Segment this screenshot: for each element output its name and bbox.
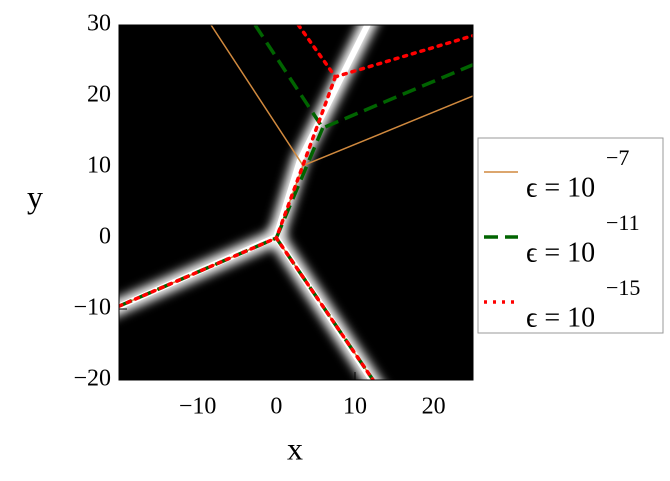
y-tick-label: −10 bbox=[73, 295, 111, 321]
y-tick-label: 30 bbox=[87, 11, 111, 37]
x-tick-label: 20 bbox=[422, 394, 446, 420]
series-lines bbox=[119, 25, 473, 380]
legend-label: ϵ = 10 bbox=[526, 172, 595, 203]
plot-frame bbox=[118, 24, 474, 381]
x-tick-label: −10 bbox=[179, 394, 217, 420]
x-tick-label: 10 bbox=[343, 394, 367, 420]
y-tick-label: 0 bbox=[99, 224, 111, 250]
x-tick-label: 0 bbox=[270, 394, 282, 420]
legend-exponent: −11 bbox=[606, 210, 640, 235]
legend-exponent: −7 bbox=[606, 145, 629, 170]
legend-exponent: −15 bbox=[606, 275, 640, 300]
plot-background bbox=[119, 25, 473, 380]
x-axis-label: x bbox=[287, 430, 303, 466]
y-tick-label: 20 bbox=[87, 82, 111, 108]
legend-label: ϵ = 10 bbox=[526, 302, 595, 333]
y-tick-label: −20 bbox=[73, 366, 111, 392]
series-line bbox=[119, 25, 473, 380]
y-axis-label: y bbox=[27, 178, 43, 214]
y-tick-label: 10 bbox=[87, 153, 111, 179]
legend-label: ϵ = 10 bbox=[526, 237, 595, 268]
